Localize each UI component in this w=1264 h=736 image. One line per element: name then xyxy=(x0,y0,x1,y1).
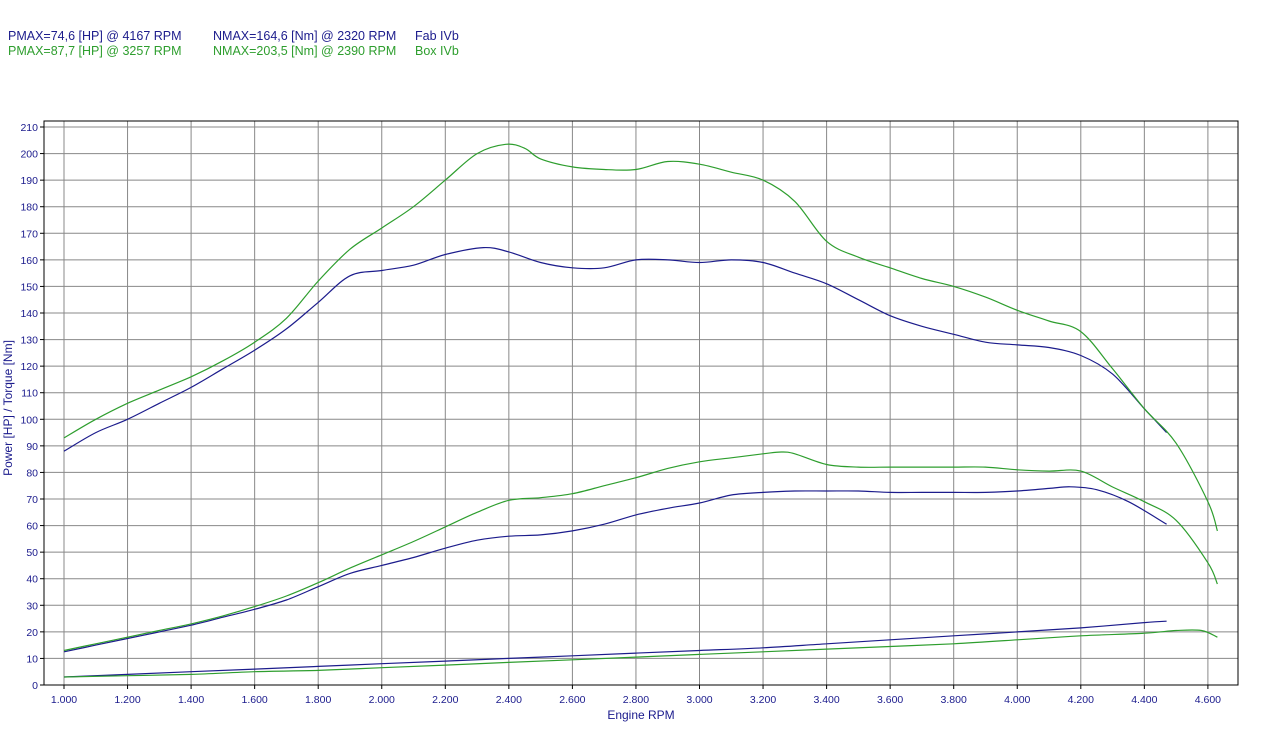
x-tick-label: 3.000 xyxy=(686,694,712,706)
x-tick-label: 1.200 xyxy=(114,694,140,706)
legend: PMAX=74,6 [HP] @ 4167 RPM NMAX=164,6 [Nm… xyxy=(8,29,459,59)
series-line-box-ivb-loss xyxy=(63,629,1218,678)
series-line-fab-ivb-torque xyxy=(63,246,1168,452)
series-line-box-ivb-torque xyxy=(63,143,1218,532)
x-tick-label: 2.600 xyxy=(559,694,585,706)
x-tick-label: 1.800 xyxy=(305,694,331,706)
legend-row-fab: PMAX=74,6 [HP] @ 4167 RPM NMAX=164,6 [Nm… xyxy=(8,29,459,44)
y-tick-label: 210 xyxy=(20,122,38,134)
y-tick-label: 10 xyxy=(26,653,38,665)
x-tick-label: 1.600 xyxy=(242,694,268,706)
y-tick-label: 20 xyxy=(26,627,38,639)
y-tick-label: 90 xyxy=(26,441,38,453)
x-axis-label: Engine RPM xyxy=(607,708,674,722)
y-tick-label: 0 xyxy=(32,680,38,692)
x-tick-label: 3.200 xyxy=(750,694,776,706)
grid xyxy=(40,121,1238,689)
y-tick-label: 130 xyxy=(20,335,38,347)
legend-row-box: PMAX=87,7 [HP] @ 3257 RPM NMAX=203,5 [Nm… xyxy=(8,44,459,59)
y-tick-label: 70 xyxy=(26,494,38,506)
series-line-fab-ivb-power xyxy=(63,486,1167,653)
y-tick-label: 120 xyxy=(20,361,38,373)
legend-pmax-box: PMAX=87,7 [HP] @ 3257 RPM xyxy=(8,44,182,58)
series-line-box-ivb-power xyxy=(63,451,1218,652)
y-tick-label: 50 xyxy=(26,547,38,559)
x-tick-label: 4.200 xyxy=(1068,694,1094,706)
x-tick-label: 3.800 xyxy=(941,694,967,706)
y-tick-label: 30 xyxy=(26,600,38,612)
x-tick-label: 3.600 xyxy=(877,694,903,706)
x-tick-label: 1.400 xyxy=(178,694,204,706)
y-tick-label: 40 xyxy=(26,574,38,586)
tick-labels: 1.000 1.200 1.400 1.600 1.800 2.000 2.200 2.400… xyxy=(20,122,1221,706)
y-tick-label: 110 xyxy=(21,388,38,400)
y-tick-label: 140 xyxy=(20,308,38,320)
y-tick-label: 200 xyxy=(20,149,38,161)
x-tick-label: 4.400 xyxy=(1131,694,1157,706)
y-tick-label: 100 xyxy=(20,414,38,426)
x-tick-label: 2.400 xyxy=(496,694,522,706)
x-tick-label: 2.000 xyxy=(369,694,395,706)
y-axis-label: Power [HP] / Torque [Nm] xyxy=(1,340,15,476)
legend-nmax-box: NMAX=203,5 [Nm] @ 2390 RPM xyxy=(213,44,397,58)
y-tick-label: 190 xyxy=(20,175,38,187)
legend-name-fab: Fab IVb xyxy=(415,29,459,43)
series-lines xyxy=(63,143,1218,678)
y-tick-label: 60 xyxy=(26,521,38,533)
x-tick-label: 4.000 xyxy=(1004,694,1030,706)
y-tick-label: 80 xyxy=(26,467,38,479)
x-tick-label: 2.800 xyxy=(623,694,649,706)
legend-name-box: Box IVb xyxy=(415,44,459,58)
y-tick-label: 180 xyxy=(20,202,38,214)
x-tick-label: 2.200 xyxy=(432,694,458,706)
y-tick-label: 170 xyxy=(20,228,38,240)
series-line-fab-ivb-loss xyxy=(63,620,1167,678)
legend-nmax-fab: NMAX=164,6 [Nm] @ 2320 RPM xyxy=(213,29,397,43)
plot-frame xyxy=(43,120,1239,686)
x-tick-label: 3.400 xyxy=(813,694,839,706)
y-tick-label: 160 xyxy=(20,255,38,267)
x-tick-label: 1.000 xyxy=(51,694,77,706)
y-tick-label: 150 xyxy=(20,281,38,293)
legend-pmax-fab: PMAX=74,6 [HP] @ 4167 RPM xyxy=(8,29,182,43)
x-tick-label: 4.600 xyxy=(1195,694,1221,706)
